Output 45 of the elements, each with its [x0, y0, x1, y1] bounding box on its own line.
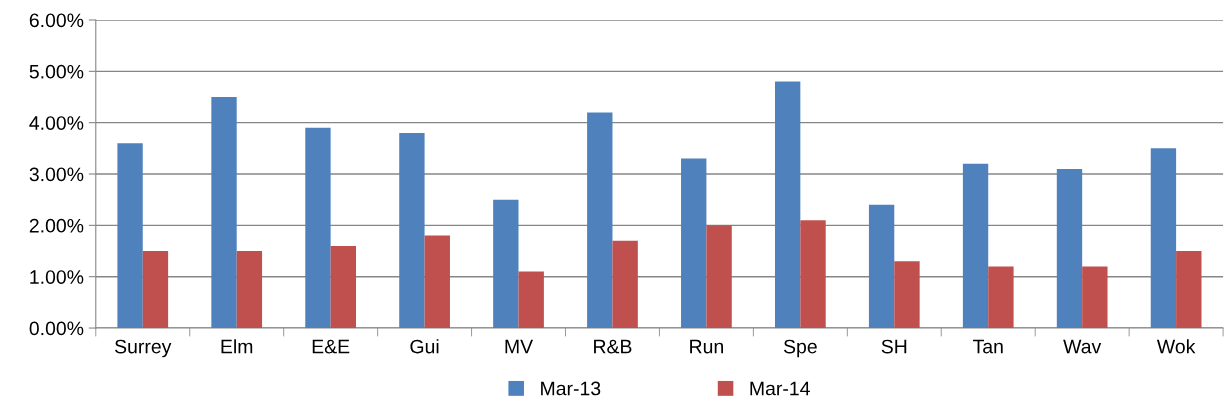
legend-label: Mar-13	[541, 381, 601, 396]
bar	[493, 199, 519, 329]
bar	[612, 240, 638, 329]
bar	[988, 266, 1014, 329]
bar	[1176, 251, 1202, 329]
bar	[894, 261, 920, 329]
y-tick-label: 1.00%	[30, 270, 84, 284]
y-tick-label: 2.00%	[29, 218, 84, 233]
y-tick-label: 0.00%	[29, 321, 84, 336]
bar	[681, 158, 707, 329]
x-tick-label: Elm	[221, 339, 253, 354]
x-tick-label: Run	[690, 339, 723, 354]
bar	[962, 163, 989, 329]
legend-label: Mar-14	[750, 381, 810, 396]
bar	[142, 251, 169, 329]
x-tick-label: Spe	[783, 339, 817, 358]
bar	[330, 245, 356, 329]
y-tick-label: 4.00%	[29, 116, 84, 130]
bar	[236, 251, 263, 329]
x-tick-label: Gui	[410, 339, 439, 354]
bar	[399, 132, 425, 329]
bar	[117, 143, 143, 329]
x-tick-label: E&E	[312, 339, 350, 354]
bar	[1082, 266, 1108, 329]
bar	[305, 127, 331, 329]
bar	[1150, 148, 1177, 329]
bar	[706, 225, 732, 329]
y-tick-label: 3.00%	[29, 167, 84, 182]
x-tick-label: Wok	[1156, 339, 1196, 354]
x-tick-label: MV	[505, 339, 534, 354]
x-tick-label: SH	[881, 339, 907, 354]
x-tick-label: Surrey	[115, 339, 172, 358]
bar	[518, 271, 544, 329]
bar	[424, 235, 450, 329]
x-tick-label: R&B	[594, 339, 632, 354]
bar	[587, 112, 613, 329]
x-tick-label: Wav	[1063, 339, 1102, 354]
bar	[1056, 168, 1083, 329]
x-tick-label: Tan	[973, 339, 1003, 354]
bar	[868, 204, 895, 329]
bar	[800, 220, 826, 329]
y-tick-label: 5.00%	[29, 64, 84, 79]
bar	[211, 97, 237, 329]
bar	[774, 81, 801, 329]
y-tick-label: 6.00%	[29, 13, 84, 28]
